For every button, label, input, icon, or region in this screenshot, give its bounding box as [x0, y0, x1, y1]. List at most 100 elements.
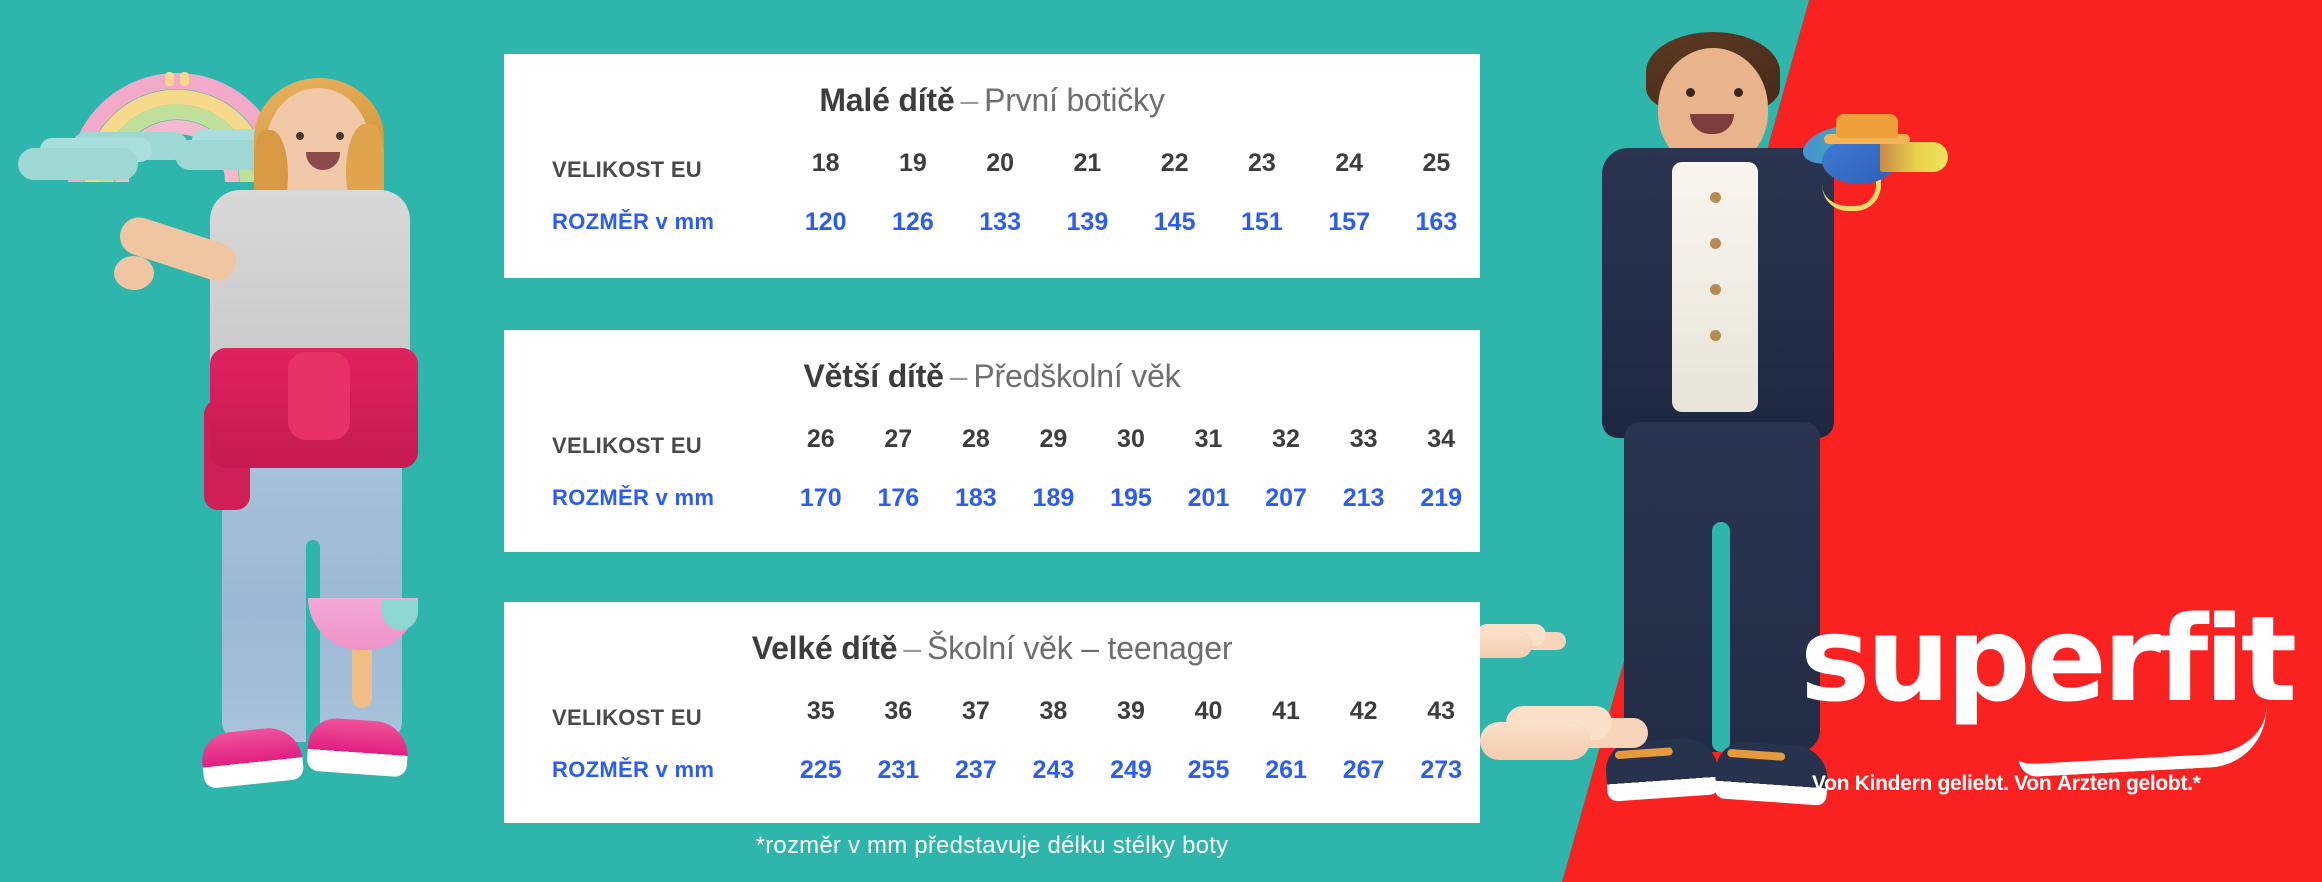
boy-eye — [1686, 88, 1695, 97]
boy-photo — [1458, 22, 1970, 882]
card-title: Větší dítě – Předškolní věk — [504, 330, 1480, 395]
eu-size-cell: 32 — [1272, 424, 1300, 453]
mm-size-cell: 213 — [1342, 483, 1385, 512]
table-row-eu: VELIKOST EU 26 27 28 29 30 31 32 33 34 — [504, 417, 1480, 475]
popsicle-icon — [308, 598, 418, 708]
mm-size-cell: 201 — [1187, 483, 1230, 512]
row-label-mm: ROZMĚR v mm — [552, 757, 715, 782]
eu-size-cell: 19 — [898, 148, 927, 177]
eu-size-cell: 25 — [1422, 148, 1451, 177]
logo-tagline: Von Kindern geliebt. Von Ärzten gelobt.* — [1812, 772, 2201, 795]
card-title-strong: Větší dítě — [803, 358, 944, 394]
girl-smile — [306, 152, 340, 170]
row-label-mm: ROZMĚR v mm — [552, 485, 715, 510]
size-table: VELIKOST EU 35 36 37 38 39 40 41 42 43 R… — [504, 689, 1480, 793]
card-title: Velké dítě – Školní věk – teenager — [504, 602, 1480, 667]
eu-size-cell: 23 — [1247, 148, 1276, 177]
card-title-strong: Velké dítě — [751, 630, 898, 666]
girl-figure — [70, 70, 418, 870]
card-title-light: První botičky — [984, 82, 1165, 118]
superfit-logo: superfit Von Kindern geliebt. Von Ärzten… — [1800, 600, 2297, 800]
table-row-mm: ROZMĚR v mm 225 231 237 243 249 255 261 … — [504, 747, 1480, 793]
mm-size-cell: 231 — [877, 755, 920, 784]
boy-button — [1710, 330, 1721, 341]
table-row-eu: VELIKOST EU 35 36 37 38 39 40 41 42 43 — [504, 689, 1480, 747]
table-row-mm: ROZMĚR v mm 120 126 133 139 145 151 157 … — [504, 199, 1480, 245]
eu-size-cell: 42 — [1349, 696, 1378, 725]
girl-hand — [114, 256, 154, 290]
boy-button — [1710, 192, 1721, 203]
mm-size-cell: 139 — [1066, 207, 1109, 236]
card-title: Malé dítě – První botičky — [504, 54, 1480, 119]
mm-size-cell: 219 — [1420, 483, 1463, 512]
row-label-eu: VELIKOST EU — [552, 705, 702, 730]
mm-size-cell: 273 — [1420, 755, 1463, 784]
mm-size-cell: 267 — [1342, 755, 1385, 784]
girl-sweater-knot — [288, 352, 350, 440]
eu-size-cell: 36 — [884, 696, 913, 725]
mm-size-cell: 120 — [804, 207, 847, 236]
card-title-dash: – — [949, 358, 968, 394]
eu-size-cell: 28 — [961, 424, 990, 453]
mm-size-cell: 243 — [1032, 755, 1075, 784]
toucan-bird-icon — [1798, 114, 1950, 211]
mm-size-cell: 195 — [1110, 483, 1152, 512]
girl-eye — [336, 132, 344, 140]
size-card-bigger-child: Větší dítě – Předškolní věk VELIKOST EU 26… — [504, 330, 1480, 552]
eu-size-cell: 39 — [1117, 696, 1145, 725]
cloud-icon — [18, 148, 138, 180]
eu-size-cell: 33 — [1349, 424, 1378, 453]
mm-size-cell: 207 — [1265, 483, 1307, 512]
eu-size-cell: 43 — [1427, 696, 1456, 725]
row-label-eu: VELIKOST EU — [552, 433, 702, 458]
size-table: VELIKOST EU 26 27 28 29 30 31 32 33 34 R… — [504, 417, 1480, 521]
girl-shoe-left — [199, 724, 305, 790]
mm-size-cell: 151 — [1241, 207, 1283, 236]
eu-size-cell: 27 — [884, 424, 913, 453]
logo-wordmark: superfit — [1800, 600, 2297, 718]
card-title-dash: – — [903, 630, 921, 666]
logo-word-super: super — [1800, 590, 2161, 728]
mm-size-cell: 170 — [799, 483, 842, 512]
eu-size-cell: 21 — [1073, 148, 1102, 177]
card-title-strong: Malé dítě — [819, 82, 955, 118]
table-row-eu: VELIKOST EU 18 19 20 21 22 23 24 25 — [504, 141, 1480, 199]
mm-size-cell: 225 — [799, 755, 842, 784]
logo-word-fit: fit — [2156, 590, 2297, 728]
card-title-dash: – — [960, 82, 979, 118]
mm-size-cell: 261 — [1265, 755, 1307, 784]
mm-size-cell: 157 — [1328, 207, 1370, 236]
mm-size-cell: 189 — [1032, 483, 1075, 512]
girl-leg-gap — [306, 540, 320, 750]
card-title-light: Předškolní věk — [973, 358, 1181, 394]
boy-shoe-left — [1604, 736, 1720, 802]
eu-size-cell: 37 — [961, 696, 990, 725]
mm-size-cell: 145 — [1153, 207, 1196, 236]
logo-swoosh-icon — [2016, 705, 2270, 778]
size-card-big-child: Velké dítě – Školní věk – teenager VELIKOS… — [504, 602, 1480, 823]
eu-size-cell: 24 — [1335, 148, 1364, 177]
boy-eye — [1734, 88, 1743, 97]
mm-size-cell: 126 — [892, 207, 934, 236]
eu-size-cell: 29 — [1039, 424, 1068, 453]
eu-size-cell: 40 — [1194, 696, 1223, 725]
eu-size-cell: 35 — [806, 696, 835, 725]
footnote-text: *rozměr v mm představuje délku stélky bo… — [755, 832, 1229, 859]
size-table: VELIKOST EU 18 19 20 21 22 23 24 25 ROZM… — [504, 141, 1480, 245]
eu-size-cell: 34 — [1427, 424, 1456, 453]
boy-smile — [1690, 114, 1734, 134]
mm-size-cell: 249 — [1110, 755, 1152, 784]
boy-button — [1710, 284, 1721, 295]
table-row-mm: ROZMĚR v mm 170 176 183 189 195 201 207 … — [504, 475, 1480, 521]
eu-size-cell: 31 — [1194, 424, 1223, 453]
mm-size-cell: 163 — [1415, 207, 1458, 236]
eu-size-cell: 26 — [806, 424, 835, 453]
size-card-small-child: Malé dítě – První botičky VELIKOST EU 18 1… — [504, 54, 1480, 278]
mm-size-cell: 133 — [979, 207, 1021, 236]
eu-size-cell: 22 — [1160, 148, 1189, 177]
girl-eye — [296, 132, 304, 140]
mm-size-cell: 255 — [1187, 755, 1230, 784]
mm-size-cell: 183 — [955, 483, 997, 512]
cloud-icon — [175, 140, 267, 170]
